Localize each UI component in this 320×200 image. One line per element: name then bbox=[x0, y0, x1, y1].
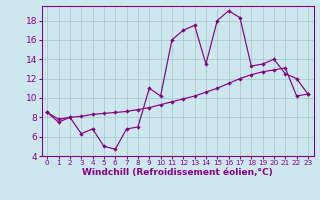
X-axis label: Windchill (Refroidissement éolien,°C): Windchill (Refroidissement éolien,°C) bbox=[82, 168, 273, 177]
